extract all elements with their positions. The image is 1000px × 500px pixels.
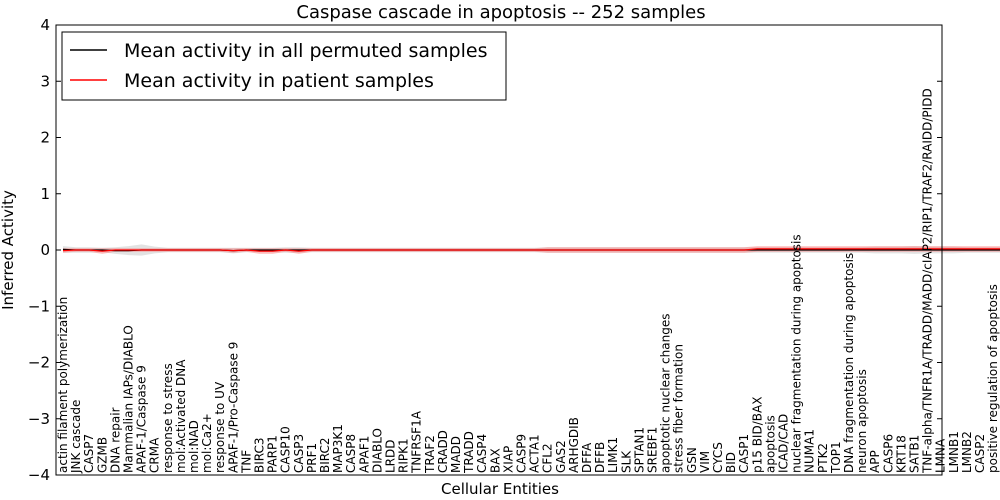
entity-label: ARHGDIB bbox=[567, 417, 581, 473]
entity-label: response to UV bbox=[213, 381, 227, 473]
entity-label: TNF bbox=[239, 450, 253, 474]
series-lines bbox=[62, 248, 1000, 252]
entity-label: RIPK1 bbox=[397, 438, 411, 473]
entity-label: KRT18 bbox=[894, 435, 908, 473]
y-tick-label: 2 bbox=[40, 129, 50, 147]
entity-label: APAF-1/Caspase 9 bbox=[135, 365, 149, 473]
entity-label: SREBF1 bbox=[646, 427, 660, 473]
y-tick-label: 0 bbox=[40, 241, 50, 259]
y-tick-label: −2 bbox=[28, 354, 50, 372]
y-tick-label: 1 bbox=[40, 185, 50, 203]
entity-label: mol:Ca2+ bbox=[200, 413, 214, 473]
entity-label: GZMB bbox=[95, 437, 109, 473]
entity-label: CASP8 bbox=[344, 434, 358, 473]
entity-label: BAX bbox=[488, 448, 502, 473]
line-patient bbox=[62, 248, 1000, 252]
entity-label: JNK cascade bbox=[69, 400, 83, 474]
entity-label: mol:Activated DNA bbox=[174, 359, 188, 473]
entity-label: CRMA bbox=[148, 437, 162, 473]
entity-label: BID bbox=[724, 452, 738, 473]
entity-label: mol:NAD bbox=[187, 420, 201, 473]
y-tick-label: 3 bbox=[40, 72, 50, 90]
entity-label: CASP3 bbox=[292, 434, 306, 473]
entity-label: DFFA bbox=[580, 442, 594, 473]
entity-label: CASP7 bbox=[82, 434, 96, 473]
entity-label: BIRC3 bbox=[253, 437, 267, 473]
entity-label: TOP1 bbox=[829, 441, 843, 474]
entity-label: p15 BID/BAX bbox=[750, 397, 764, 473]
y-tick-label: −3 bbox=[28, 410, 50, 428]
entity-label: apoptotic nuclear changes bbox=[659, 314, 673, 473]
entity-label: CASP10 bbox=[279, 426, 293, 473]
entity-label: DFFB bbox=[593, 442, 607, 473]
entity-label: PTK2 bbox=[816, 443, 830, 473]
entity-label: PRF1 bbox=[305, 443, 319, 473]
entity-label: TRAF2 bbox=[423, 435, 437, 474]
legend-label-permuted: Mean activity in all permuted samples bbox=[124, 40, 487, 62]
entity-label: CRADD bbox=[436, 430, 450, 473]
entity-label: positive regulation of apoptosis bbox=[986, 284, 1000, 473]
y-tick-label: −4 bbox=[28, 466, 50, 484]
entity-label: TNFRSF1A bbox=[410, 410, 424, 474]
entity-label: CFL2 bbox=[541, 443, 555, 473]
entity-label: TNF-alpha/TNFR1A/TRADD/MADD/cIAP2/RIP1/T… bbox=[921, 88, 935, 474]
entity-label: LMNB2 bbox=[960, 431, 974, 473]
entity-label: apoptosis bbox=[763, 415, 777, 473]
x-axis-label: Cellular Entities bbox=[441, 480, 559, 498]
chart-title: Caspase cascade in apoptosis -- 252 samp… bbox=[296, 2, 705, 23]
entity-label: TRADD bbox=[462, 431, 476, 474]
entity-label: MADD bbox=[449, 436, 463, 473]
entity-label: GSN bbox=[685, 447, 699, 473]
entity-label: neuron apoptosis bbox=[855, 369, 869, 473]
entity-label: CASP1 bbox=[737, 434, 751, 473]
entity-label: CASP2 bbox=[973, 434, 987, 473]
entity-label: LIMK1 bbox=[606, 437, 620, 473]
entity-label: CASP6 bbox=[881, 434, 895, 473]
entity-label: CASP4 bbox=[475, 434, 489, 473]
entity-label: actin filament polymerization bbox=[56, 297, 70, 473]
legend: Mean activity in all permuted samples Me… bbox=[61, 31, 507, 101]
entity-label: Mammalian IAPs/DIABLO bbox=[122, 325, 136, 473]
entity-label: GAS2 bbox=[554, 440, 568, 473]
entity-label: nuclear fragmentation during apoptosis bbox=[790, 234, 804, 473]
entity-label: SLK bbox=[619, 450, 633, 473]
y-tick-label: −1 bbox=[28, 297, 50, 315]
entity-label: APAF-1/Pro-Caspase 9 bbox=[226, 342, 240, 473]
entity-label: CYCS bbox=[711, 442, 725, 473]
entity-label: APAF1 bbox=[357, 436, 371, 473]
entity-label: DIABLO bbox=[370, 428, 384, 473]
entity-label: DNA repair bbox=[108, 407, 122, 473]
entity-label: response to stress bbox=[161, 363, 175, 473]
legend-label-patient: Mean activity in patient samples bbox=[124, 70, 434, 92]
entity-label: NUMA1 bbox=[803, 429, 817, 473]
legend-box bbox=[61, 31, 507, 101]
entity-label: BIRC2 bbox=[318, 437, 332, 473]
y-axis-label: Inferred Activity bbox=[0, 190, 17, 310]
y-tick-label: 4 bbox=[40, 16, 50, 34]
entity-label: APP bbox=[868, 450, 882, 473]
entity-label: stress fiber formation bbox=[672, 344, 686, 473]
entity-label: DNA fragmentation during apoptosis bbox=[842, 253, 856, 473]
y-axis-ticks: −4 −3 −2 −1 0 1 2 3 4 bbox=[28, 16, 942, 484]
entity-label: CASP9 bbox=[515, 434, 529, 473]
entity-label: LMNB1 bbox=[947, 431, 961, 473]
entity-label: MAP3K1 bbox=[331, 424, 345, 473]
entity-label: XIAP bbox=[501, 446, 515, 473]
entity-label: LMNA bbox=[934, 438, 948, 473]
entity-label: PARP1 bbox=[266, 435, 280, 473]
entity-label: SATB1 bbox=[908, 435, 922, 473]
entity-label: LRDD bbox=[384, 439, 398, 473]
plot-frame bbox=[55, 24, 943, 476]
entity-label: VIM bbox=[698, 451, 712, 473]
entity-labels: actin filament polymerization JNK cascade… bbox=[56, 88, 1000, 474]
entity-label: ICAD/CAD bbox=[777, 414, 791, 473]
entity-label: SPTAN1 bbox=[632, 427, 646, 473]
entity-label: ACTA1 bbox=[528, 434, 542, 473]
